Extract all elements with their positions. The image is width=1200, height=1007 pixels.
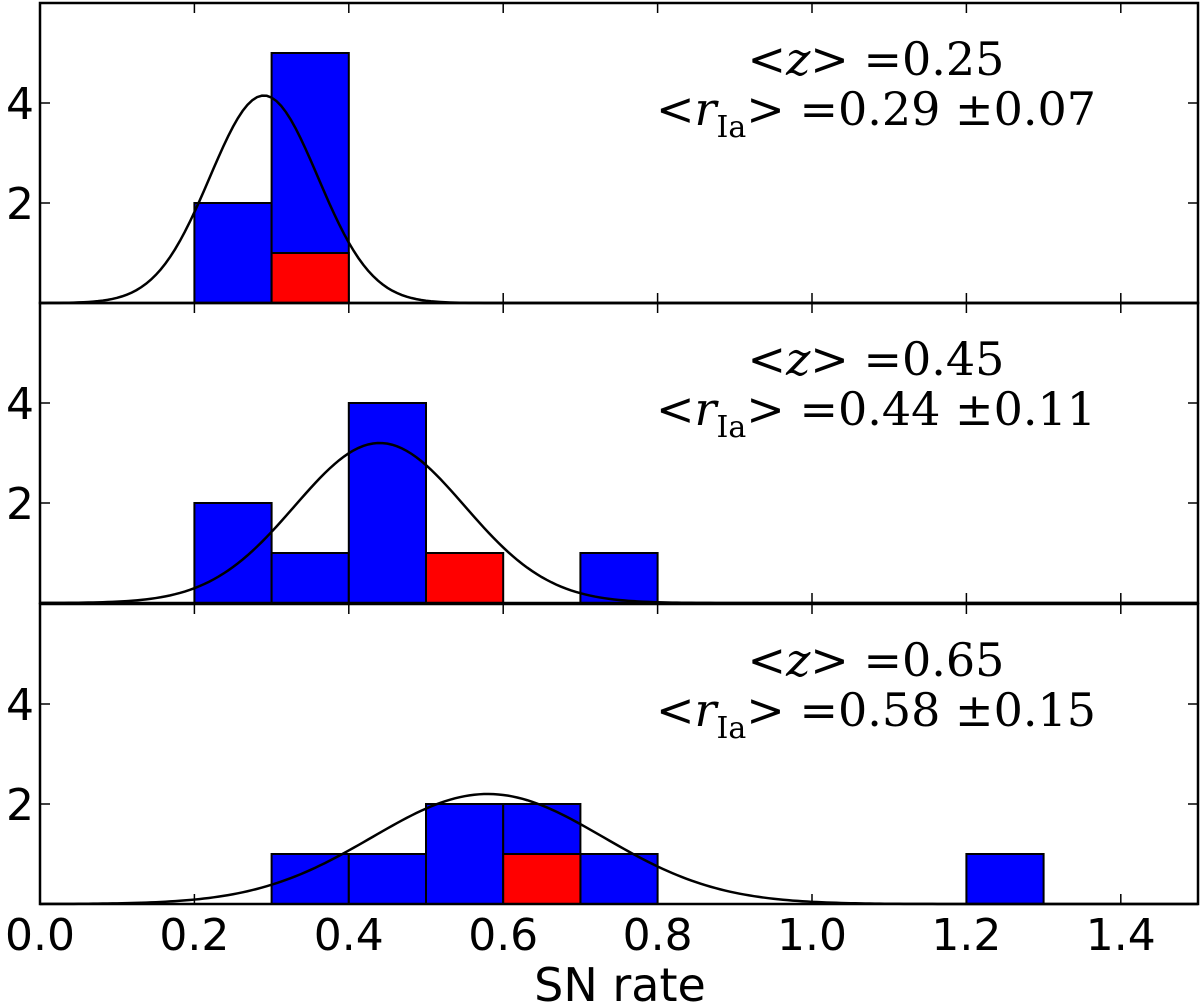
annotation-redshift: <z> =0.65	[748, 633, 1005, 687]
y-tick-label: 4	[6, 79, 34, 130]
bar-blue	[270, 853, 350, 905]
annotation-redshift: <z> =0.25	[748, 32, 1005, 86]
bar-blue	[347, 853, 427, 905]
bar-red	[502, 853, 582, 905]
x-axis-label: SN rate	[534, 958, 706, 1007]
x-tick-label: 0.2	[159, 910, 229, 961]
x-tick-label: 1.2	[931, 910, 1001, 961]
bar-blue	[347, 402, 427, 604]
bar-blue	[270, 552, 350, 604]
panel-2: 2 4 <z> =0.45<rIa> =0.44 ±0.11	[6, 301, 1200, 605]
bar-blue	[965, 853, 1045, 905]
x-tick-label: 1.4	[1086, 910, 1156, 961]
y-tick-label: 4	[6, 379, 34, 430]
x-tick-label: 0.4	[314, 910, 384, 961]
annotation-redshift: <z> =0.45	[748, 332, 1005, 386]
bar-blue	[193, 502, 273, 604]
y-tick-label: 4	[6, 680, 34, 731]
annotation-rate: <rIa> =0.29 ±0.07	[656, 82, 1096, 145]
bar-red	[425, 552, 505, 604]
x-tick-label: 1.0	[777, 910, 847, 961]
annotation-rate: <rIa> =0.44 ±0.11	[656, 382, 1096, 445]
bar-blue	[579, 853, 659, 905]
bar-blue	[425, 803, 505, 905]
bar-red	[270, 252, 350, 304]
annotation-rate: <rIa> =0.58 ±0.15	[656, 683, 1096, 746]
x-tick-label: 0.8	[623, 910, 693, 961]
x-tick-label: 0.6	[468, 910, 538, 961]
y-tick-label: 2	[6, 479, 34, 530]
panel-frame	[38, 602, 1200, 906]
panel-3: 2 4 <z> =0.65<rIa> =0.58 ±0.15	[6, 602, 1200, 906]
y-tick-label: 2	[6, 780, 34, 831]
bar-blue	[193, 202, 273, 304]
panel-1: 2 4 <z> =0.25<rIa> =0.29 ±0.07	[6, 1, 1200, 305]
bar-blue	[579, 552, 659, 604]
y-tick-label: 2	[6, 179, 34, 230]
x-tick-label: 0.0	[5, 910, 75, 961]
